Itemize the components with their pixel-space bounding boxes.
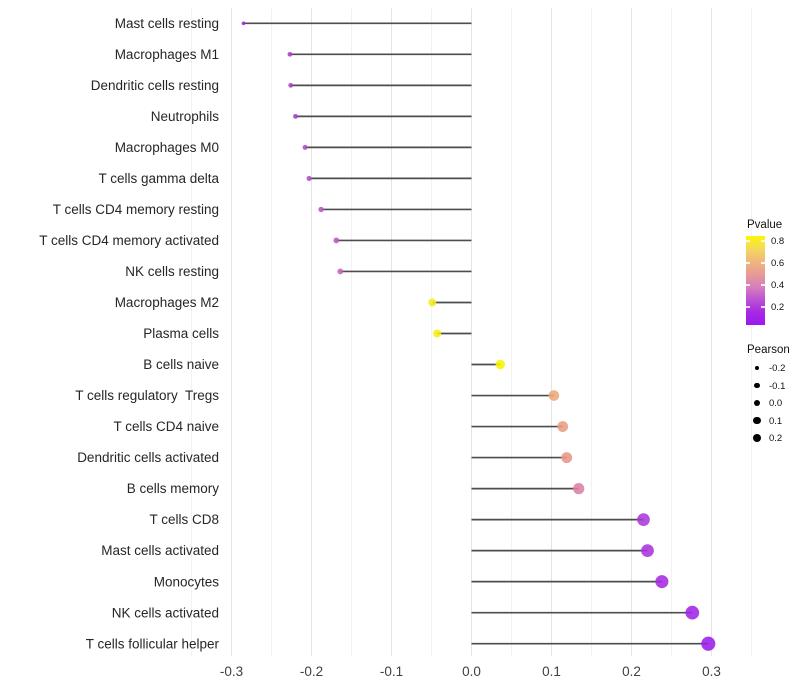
y-axis-label-dendritic-cells-activated: Dendritic cells activated xyxy=(77,450,219,465)
y-axis-label-b-cells-naive: B cells naive xyxy=(143,357,219,372)
pearson-legend-dot--0.2 xyxy=(754,365,760,371)
pvalue-legend-tick-label: 0.4 xyxy=(771,280,785,291)
pvalue-colorbar-tick xyxy=(746,262,750,264)
pearson-legend-label: 0.2 xyxy=(769,433,783,444)
point-mast-cells-activated xyxy=(641,544,654,558)
pvalue-legend-title: Pvalue xyxy=(747,219,783,231)
pvalue-colorbar-tick xyxy=(746,284,750,286)
pvalue-legend-tick-label: 0.2 xyxy=(771,302,785,313)
pvalue-colorbar xyxy=(746,236,765,325)
point-macrophages-m2 xyxy=(428,298,437,307)
point-t-cells-cd4-memory-resting xyxy=(318,206,324,213)
pvalue-colorbar-tick xyxy=(746,306,750,308)
point-t-cells-cd8 xyxy=(637,513,650,526)
lollipop-row-nk-cells-resting: NK cells resting xyxy=(125,264,472,279)
pearson-legend-dot-0.1 xyxy=(753,416,761,425)
point-mast-cells-resting xyxy=(241,21,246,26)
lollipop-row-b-cells-naive: B cells naive xyxy=(143,357,506,372)
pearson-legend-label: 0.0 xyxy=(769,398,783,409)
y-axis-label-macrophages-m1: Macrophages M1 xyxy=(115,47,219,62)
pvalue-colorbar-tick xyxy=(746,240,750,242)
lollipop-row-mast-cells-resting: Mast cells resting xyxy=(115,16,472,31)
y-axis-label-neutrophils: Neutrophils xyxy=(151,109,220,124)
pvalue-colorbar-tick xyxy=(761,284,765,286)
pearson-legend-label: 0.1 xyxy=(769,415,783,427)
point-t-cells-follicular-helper xyxy=(701,636,716,651)
x-axis-tick-label: -0.1 xyxy=(380,664,403,679)
y-axis-label-mast-cells-activated: Mast cells activated xyxy=(101,543,219,558)
y-axis-label-t-cells-gamma-delta: T cells gamma delta xyxy=(98,171,219,186)
y-axis-label-dendritic-cells-resting: Dendritic cells resting xyxy=(91,78,219,93)
x-axis-tick-label: -0.2 xyxy=(300,664,323,679)
lollipop-row-b-cells-memory: B cells memory xyxy=(127,481,585,496)
y-axis-label-nk-cells-activated: NK cells activated xyxy=(112,605,219,620)
pvalue-colorbar-tick xyxy=(761,306,765,308)
lollipop-row-nk-cells-activated: NK cells activated xyxy=(112,605,700,620)
x-axis-tick-label: 0.2 xyxy=(622,664,641,679)
point-dendritic-cells-activated xyxy=(561,452,573,464)
lollipop-row-mast-cells-activated: Mast cells activated xyxy=(101,543,654,558)
lollipop-row-macrophages-m0: Macrophages M0 xyxy=(115,140,472,155)
lollipop-row-dendritic-cells-resting: Dendritic cells resting xyxy=(91,78,472,93)
point-t-cells-regulatory-tregs xyxy=(548,390,560,401)
y-axis-label-macrophages-m2: Macrophages M2 xyxy=(115,295,219,310)
pvalue-colorbar-tick xyxy=(761,240,765,242)
y-axis-label-t-cells-follicular-helper: T cells follicular helper xyxy=(86,636,220,651)
y-axis-label-t-cells-cd4-memory-activated: T cells CD4 memory activated xyxy=(39,233,219,248)
point-macrophages-m1 xyxy=(287,51,293,57)
y-axis-label-mast-cells-resting: Mast cells resting xyxy=(115,16,219,31)
y-axis-label-t-cells-cd4-memory-resting: T cells CD4 memory resting xyxy=(53,202,219,217)
y-axis-label-nk-cells-resting: NK cells resting xyxy=(125,264,219,279)
lollipop-row-neutrophils: Neutrophils xyxy=(151,109,472,124)
lollipop-row-plasma-cells: Plasma cells xyxy=(143,326,472,341)
point-nk-cells-resting xyxy=(337,268,344,275)
point-plasma-cells xyxy=(433,329,442,338)
lollipop-row-macrophages-m2: Macrophages M2 xyxy=(115,295,472,310)
pvalue-colorbar-tick xyxy=(761,262,765,264)
point-neutrophils xyxy=(293,113,298,119)
lollipop-row-t-cells-cd4-naive: T cells CD4 naive xyxy=(113,419,569,434)
y-axis-label-t-cells-cd8: T cells CD8 xyxy=(149,512,219,527)
point-t-cells-cd4-memory-activated xyxy=(333,237,340,244)
pvalue-legend-tick-label: 0.6 xyxy=(771,258,785,269)
pearson-legend-dot--0.1 xyxy=(754,382,760,389)
lollipop-row-t-cells-gamma-delta: T cells gamma delta xyxy=(98,171,472,186)
point-t-cells-cd4-naive xyxy=(557,421,569,432)
pearson-legend-dot-0.2 xyxy=(752,433,762,443)
x-axis-tick-label: 0.3 xyxy=(702,664,721,679)
y-axis-label-t-cells-cd4-naive: T cells CD4 naive xyxy=(113,419,219,434)
lollipop-row-t-cells-cd4-memory-activated: T cells CD4 memory activated xyxy=(39,233,472,248)
point-t-cells-gamma-delta xyxy=(306,175,312,181)
pearson-legend-title: Pearson xyxy=(747,344,790,356)
x-axis-tick-label: -0.3 xyxy=(220,664,243,679)
y-axis-label-plasma-cells: Plasma cells xyxy=(143,326,219,341)
point-b-cells-memory xyxy=(573,482,585,495)
lollipop-row-t-cells-cd8: T cells CD8 xyxy=(149,512,650,527)
point-macrophages-m0 xyxy=(302,144,308,150)
lollipop-row-monocytes: Monocytes xyxy=(154,574,669,589)
lollipop-row-dendritic-cells-activated: Dendritic cells activated xyxy=(77,450,573,465)
pearson-legend-label: -0.1 xyxy=(769,380,786,392)
pearson-legend-dot-0.0 xyxy=(753,399,761,407)
point-dendritic-cells-resting xyxy=(288,82,294,88)
lollipop-row-t-cells-follicular-helper: T cells follicular helper xyxy=(86,636,716,651)
y-axis-label-b-cells-memory: B cells memory xyxy=(127,481,220,496)
x-axis-tick-label: 0.0 xyxy=(462,664,481,679)
x-axis-tick-label: 0.1 xyxy=(542,664,561,679)
lollipop-row-t-cells-regulatory-tregs: T cells regulatory Tregs xyxy=(75,388,560,403)
lollipop-row-t-cells-cd4-memory-resting: T cells CD4 memory resting xyxy=(53,202,472,217)
lollipop-row-macrophages-m1: Macrophages M1 xyxy=(115,47,472,62)
pearson-legend-label: -0.2 xyxy=(769,363,786,374)
pvalue-legend-tick-label: 0.8 xyxy=(771,236,785,247)
point-monocytes xyxy=(655,575,669,589)
point-b-cells-naive xyxy=(495,359,506,370)
y-axis-label-monocytes: Monocytes xyxy=(154,574,220,589)
y-axis-label-macrophages-m0: Macrophages M0 xyxy=(115,140,219,155)
y-axis-label-t-cells-regulatory-tregs: T cells regulatory Tregs xyxy=(75,388,219,403)
point-nk-cells-activated xyxy=(685,605,700,620)
